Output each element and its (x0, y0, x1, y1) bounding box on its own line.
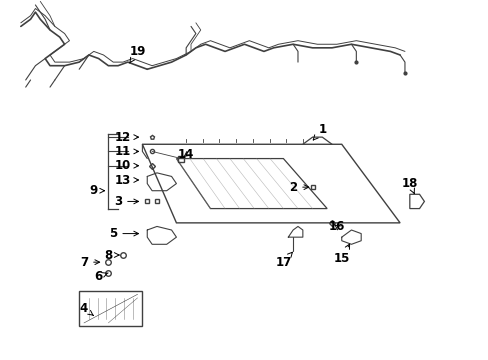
Text: 16: 16 (328, 220, 345, 233)
Text: 8: 8 (104, 248, 119, 261)
Text: 7: 7 (80, 256, 100, 269)
Text: 10: 10 (115, 159, 138, 172)
Text: 6: 6 (94, 270, 108, 283)
Text: 9: 9 (89, 184, 104, 197)
Text: 18: 18 (401, 177, 417, 193)
Text: 4: 4 (80, 302, 93, 315)
Text: 12: 12 (115, 131, 138, 144)
Text: 17: 17 (275, 252, 292, 269)
Text: 3: 3 (114, 195, 138, 208)
Text: 5: 5 (109, 227, 138, 240)
Text: 2: 2 (288, 181, 308, 194)
Text: 11: 11 (115, 145, 138, 158)
Text: 1: 1 (313, 123, 325, 140)
Text: 14: 14 (178, 148, 194, 162)
Text: 19: 19 (129, 45, 145, 63)
Text: 15: 15 (333, 244, 349, 265)
Text: 13: 13 (115, 174, 138, 186)
